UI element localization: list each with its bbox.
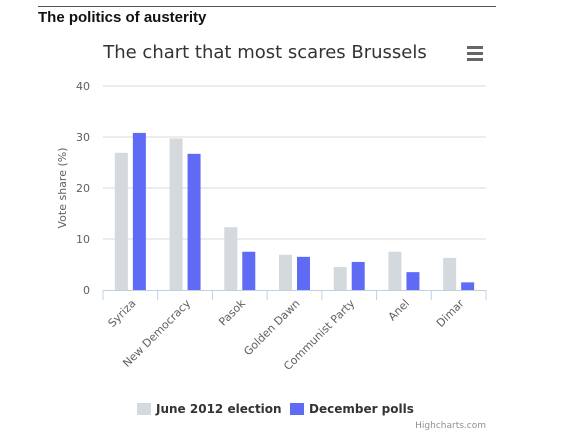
- bar-june-2012[interactable]: [333, 267, 347, 290]
- bar-june-2012[interactable]: [114, 152, 128, 290]
- bar-december-polls[interactable]: [132, 132, 146, 290]
- x-category-label: Anel: [386, 297, 412, 323]
- x-category-label: Golden Dawn: [241, 297, 302, 358]
- y-tick-label: 20: [76, 182, 90, 195]
- x-category-label: Pasok: [216, 296, 248, 328]
- bar-december-polls[interactable]: [351, 261, 365, 290]
- legend-label[interactable]: June 2012 election: [155, 402, 282, 416]
- x-axis: [102, 290, 487, 300]
- bar-june-2012[interactable]: [224, 227, 238, 290]
- legend: June 2012 election December polls: [137, 402, 414, 416]
- bar-june-2012[interactable]: [388, 251, 402, 290]
- credits-link[interactable]: Highcharts.com: [415, 421, 486, 431]
- bar-december-polls[interactable]: [461, 282, 475, 290]
- bar-june-2012[interactable]: [169, 138, 183, 290]
- grid-lines: [103, 85, 486, 240]
- bar-june-2012[interactable]: [443, 257, 457, 290]
- bar-december-polls[interactable]: [187, 153, 201, 290]
- bar-december-polls[interactable]: [297, 256, 310, 290]
- y-tick-label: 40: [76, 80, 90, 93]
- y-tick-label: 10: [76, 233, 90, 246]
- x-category-label: Dimar: [434, 297, 467, 330]
- y-axis-ticks: 0 10 20 30 40: [76, 80, 90, 297]
- section-heading: The politics of austerity: [38, 9, 207, 26]
- bar-june-2012[interactable]: [279, 254, 292, 290]
- legend-swatch[interactable]: [137, 403, 151, 415]
- bar-december-polls[interactable]: [406, 272, 420, 290]
- legend-label[interactable]: December polls: [309, 402, 414, 416]
- legend-swatch[interactable]: [290, 403, 304, 415]
- x-category-label: Syriza: [106, 297, 139, 330]
- hamburger-menu-icon[interactable]: [462, 40, 488, 66]
- y-axis-title: Vote share (%): [56, 147, 69, 228]
- y-tick-label: 30: [76, 131, 90, 144]
- chart-title: The chart that most scares Brussels: [102, 42, 427, 63]
- top-rule: [38, 6, 496, 7]
- bar-december-polls[interactable]: [242, 251, 256, 290]
- bars: [114, 132, 475, 290]
- y-tick-label: 0: [83, 284, 90, 297]
